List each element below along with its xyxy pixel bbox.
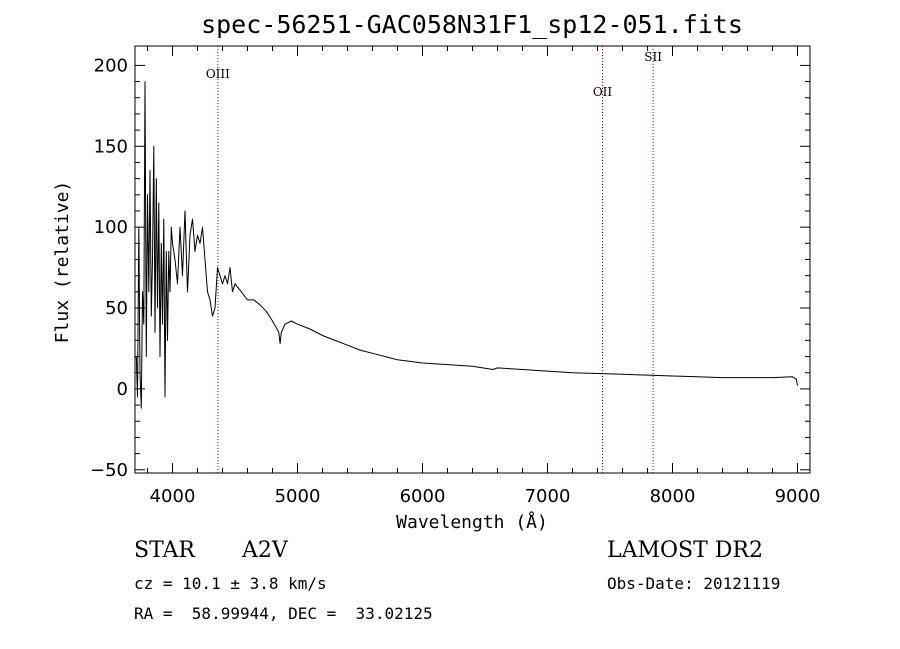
y-tick-label: 150 xyxy=(94,136,128,157)
x-tick-label: 6000 xyxy=(400,486,446,507)
y-tick-label: 200 xyxy=(94,55,128,76)
object-subclass: A2V xyxy=(242,538,288,563)
x-tick-label: 7000 xyxy=(525,486,571,507)
line-marker-label: OIII xyxy=(206,67,230,81)
object-class: STAR xyxy=(134,538,195,563)
line-marker-label: SII xyxy=(644,50,662,64)
plot-area: OIII OII SII xyxy=(134,45,811,474)
y-tick-label: 100 xyxy=(94,217,128,238)
plot-frame xyxy=(134,45,811,474)
x-axis-label: Wavelength (Å) xyxy=(396,511,548,533)
spectrum-chart: spec-56251-GAC058N31F1_sp12-051.fits OII… xyxy=(52,10,821,533)
y-axis-label: Flux (relative) xyxy=(52,181,73,344)
x-axis-ticks: 4000 5000 6000 7000 8000 9000 xyxy=(147,46,821,507)
x-tick-label: 8000 xyxy=(650,486,696,507)
y-tick-label: 50 xyxy=(105,298,128,319)
x-tick-label: 5000 xyxy=(275,486,321,507)
coordinates: RA = 58.99944, DEC = 33.02125 xyxy=(134,604,433,623)
survey-name: LAMOST DR2 xyxy=(607,538,763,563)
y-axis-ticks: −50 0 50 100 150 200 xyxy=(90,55,810,481)
chart-title: spec-56251-GAC058N31F1_sp12-051.fits xyxy=(201,10,743,39)
line-marker-label: OII xyxy=(593,85,613,99)
obs-date: Obs-Date: 20121119 xyxy=(607,574,781,593)
spectrum-line xyxy=(135,81,798,409)
x-tick-label: 4000 xyxy=(150,486,196,507)
y-tick-label: −50 xyxy=(90,460,128,481)
x-tick-label: 9000 xyxy=(775,486,821,507)
y-tick-label: 0 xyxy=(117,379,128,400)
redshift-cz: cz = 10.1 ± 3.8 km/s xyxy=(134,574,327,593)
